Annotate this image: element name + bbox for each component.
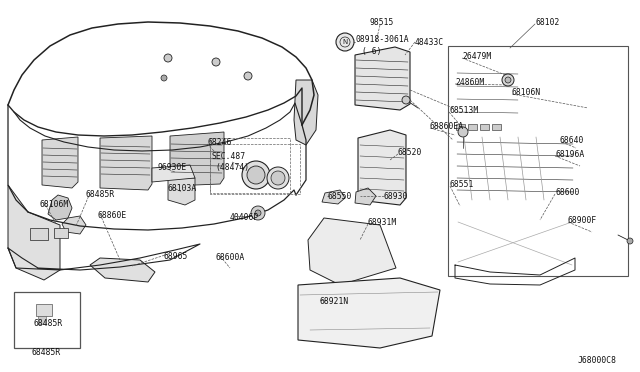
Bar <box>456 124 465 130</box>
Text: 26479M: 26479M <box>462 52 492 61</box>
Text: 68860EA: 68860EA <box>430 122 464 131</box>
Text: 24860M: 24860M <box>455 78 484 87</box>
Polygon shape <box>168 178 195 205</box>
Text: 68550: 68550 <box>327 192 351 201</box>
Text: 68485R: 68485R <box>34 319 63 328</box>
Text: 98515: 98515 <box>369 18 394 27</box>
Bar <box>468 124 477 130</box>
Text: ( 6): ( 6) <box>362 47 381 56</box>
Text: 68485R: 68485R <box>86 190 115 199</box>
Polygon shape <box>90 258 155 282</box>
Text: 68520: 68520 <box>398 148 422 157</box>
Polygon shape <box>298 278 440 348</box>
Polygon shape <box>566 128 590 170</box>
Circle shape <box>458 127 468 137</box>
Text: 96930E: 96930E <box>157 163 186 172</box>
Polygon shape <box>308 218 396 285</box>
Text: 68921N: 68921N <box>320 297 349 306</box>
Circle shape <box>244 72 252 80</box>
Text: 68900F: 68900F <box>568 216 597 225</box>
Circle shape <box>267 167 289 189</box>
Text: J68000C8: J68000C8 <box>578 356 617 365</box>
Bar <box>480 124 489 130</box>
Text: 68860E: 68860E <box>97 211 126 220</box>
Bar <box>210 144 300 194</box>
Bar <box>14 292 80 348</box>
Polygon shape <box>8 185 60 280</box>
Text: 68102: 68102 <box>535 18 559 27</box>
Text: 68106N: 68106N <box>512 88 541 97</box>
Polygon shape <box>100 136 152 190</box>
Circle shape <box>247 166 265 184</box>
Polygon shape <box>42 137 78 188</box>
Text: 68246: 68246 <box>207 138 232 147</box>
Text: N: N <box>342 39 348 45</box>
Polygon shape <box>452 195 476 218</box>
Polygon shape <box>18 300 38 320</box>
Polygon shape <box>152 165 195 182</box>
Polygon shape <box>322 190 345 204</box>
Circle shape <box>164 54 172 62</box>
Polygon shape <box>455 122 575 205</box>
Polygon shape <box>355 47 410 110</box>
Bar <box>448 46 628 276</box>
Circle shape <box>242 161 270 189</box>
Text: (48474): (48474) <box>215 163 249 172</box>
Text: 68640: 68640 <box>560 136 584 145</box>
Bar <box>36 304 52 316</box>
Circle shape <box>251 206 265 220</box>
Text: 08918-3061A: 08918-3061A <box>355 35 408 44</box>
Text: 68106M: 68106M <box>40 200 69 209</box>
Polygon shape <box>574 152 600 183</box>
Circle shape <box>255 210 261 216</box>
Text: 68513M: 68513M <box>449 106 478 115</box>
Text: 68965: 68965 <box>163 252 188 261</box>
Text: 40406P: 40406P <box>230 213 259 222</box>
Text: 68600: 68600 <box>555 188 579 197</box>
Circle shape <box>271 171 285 185</box>
Circle shape <box>402 96 410 104</box>
Text: 48433C: 48433C <box>415 38 444 47</box>
Bar <box>30 228 48 240</box>
Polygon shape <box>294 80 318 145</box>
Polygon shape <box>62 216 86 234</box>
Circle shape <box>212 58 220 66</box>
Circle shape <box>627 238 633 244</box>
Text: SEC.487: SEC.487 <box>212 152 246 161</box>
Bar <box>38 316 46 324</box>
Circle shape <box>161 75 167 81</box>
Polygon shape <box>455 205 575 270</box>
Text: 68485R: 68485R <box>31 348 61 357</box>
Polygon shape <box>358 130 406 205</box>
Circle shape <box>505 77 511 83</box>
Text: 68931M: 68931M <box>368 218 397 227</box>
Text: 68551: 68551 <box>450 180 474 189</box>
Circle shape <box>502 74 514 86</box>
Bar <box>54 228 68 238</box>
Text: 68103A: 68103A <box>167 184 196 193</box>
Polygon shape <box>590 210 618 258</box>
Bar <box>210 138 290 193</box>
Polygon shape <box>455 58 520 130</box>
Text: 68196A: 68196A <box>555 150 584 159</box>
Polygon shape <box>48 195 72 220</box>
Polygon shape <box>585 80 616 140</box>
Polygon shape <box>355 188 376 205</box>
Circle shape <box>336 33 354 51</box>
Text: 68930: 68930 <box>384 192 408 201</box>
Polygon shape <box>170 132 224 186</box>
Text: 68600A: 68600A <box>216 253 245 262</box>
Bar <box>492 124 501 130</box>
